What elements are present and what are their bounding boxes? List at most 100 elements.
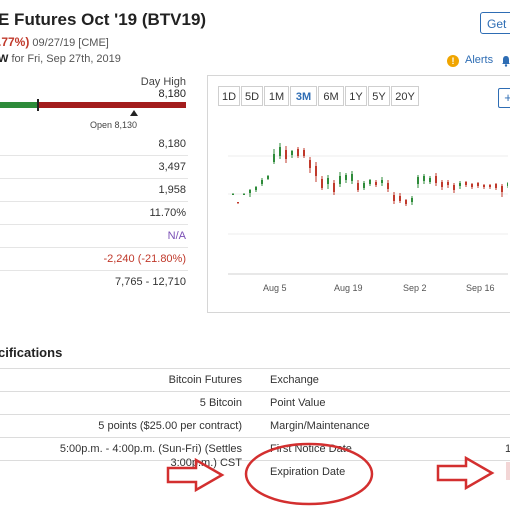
- get-quote-button[interactable]: Get R: [480, 12, 510, 34]
- open-label: Open 8,130: [90, 120, 138, 130]
- spec-value: 5 Bitcoin: [199, 397, 242, 409]
- candle-body: [273, 154, 275, 162]
- candle-body: [447, 182, 449, 185]
- range-1y-button[interactable]: 1Y: [345, 86, 367, 106]
- range-bar-low-segment: [0, 102, 38, 108]
- divider: [0, 368, 510, 369]
- x-axis-tick-label: Aug 5: [263, 283, 287, 293]
- page-title: E Futures Oct '19 (BTV19): [0, 10, 207, 29]
- candle-body: [345, 175, 347, 180]
- stat-row: -2,240 (-21.80%): [0, 248, 188, 271]
- stat-value: 1,958: [158, 184, 186, 196]
- candle-body: [309, 160, 311, 168]
- open-marker-icon: [130, 110, 138, 116]
- x-axis-tick-label: Sep 16: [466, 283, 495, 293]
- candle-body: [255, 187, 257, 190]
- spec-value: 1: [505, 443, 510, 455]
- range-1m-button[interactable]: 1M: [264, 86, 289, 106]
- stat-value: 7,765 - 12,710: [115, 276, 186, 288]
- candle-body: [351, 174, 353, 181]
- candle-body: [465, 182, 467, 185]
- spec-label: Exchange: [270, 374, 319, 386]
- spec-label: Point Value: [270, 397, 326, 409]
- range-3m-button[interactable]: 3M: [290, 86, 317, 106]
- candle-body: [483, 185, 485, 187]
- candle-body: [267, 176, 269, 179]
- candle-body: [363, 183, 365, 188]
- alerts-link[interactable]: ! Alerts: [447, 54, 493, 67]
- candle-body: [321, 179, 323, 188]
- x-axis-tick-label: Sep 2: [403, 283, 427, 293]
- warning-icon: !: [447, 55, 459, 67]
- day-high-label: Day High: [140, 76, 186, 88]
- x-axis-tick-label: Aug 19: [334, 283, 363, 293]
- view-line: W for Fri, Sep 27th, 2019: [0, 53, 121, 65]
- candle-body: [387, 183, 389, 189]
- spec-value: 5:00p.m. - 4:00p.m. (Sun-Fri) (Settles: [59, 443, 242, 455]
- candle-body: [261, 180, 263, 184]
- stat-row: 1,958: [0, 179, 188, 202]
- candle-body: [303, 150, 305, 156]
- view-prefix: W: [0, 53, 9, 65]
- day-high-value: 8,180: [158, 88, 186, 100]
- candle-body: [471, 184, 473, 187]
- highlight-ellipse: [244, 442, 374, 506]
- candle-body: [453, 185, 455, 190]
- range-6m-button[interactable]: 6M: [318, 86, 344, 106]
- candle-body: [333, 183, 335, 192]
- arrow-right-icon: [166, 457, 225, 493]
- candle-body: [249, 190, 251, 193]
- candle-body: [441, 182, 443, 187]
- stat-value: -2,240 (-21.80%): [103, 253, 186, 265]
- candle-body: [405, 200, 407, 204]
- candle-body: [279, 147, 281, 156]
- range-5y-button[interactable]: 5Y: [368, 86, 390, 106]
- candle-body: [327, 178, 329, 184]
- arrow-right-icon: [436, 455, 495, 491]
- alerts-label: Alerts: [465, 54, 494, 66]
- stat-row: 3,497: [0, 156, 188, 179]
- candle-body: [291, 151, 293, 155]
- spec-label: Expiration Date: [270, 466, 346, 478]
- range-bar-marker: [37, 99, 39, 111]
- divider: [0, 414, 510, 415]
- stat-row: 8,180: [0, 133, 188, 156]
- date-exchange: 09/27/19 [CME]: [32, 37, 109, 49]
- candle-body: [381, 180, 383, 183]
- candle-body: [369, 180, 371, 184]
- candle-body: [429, 178, 431, 182]
- candle-body: [375, 182, 377, 185]
- range-1d-button[interactable]: 1D: [218, 86, 240, 106]
- candle-body: [285, 150, 287, 159]
- candle-body: [237, 202, 239, 203]
- candle-body: [423, 176, 425, 181]
- cell-highlight: [506, 462, 510, 480]
- candle-body: [339, 176, 341, 184]
- range-20y-button[interactable]: 20Y: [391, 86, 419, 106]
- candle-body: [495, 184, 497, 188]
- divider: [0, 391, 510, 392]
- candle-body: [507, 183, 508, 186]
- price-chart: 1D 5D 1M 3M 6M 1Y 5Y 20Y + Aug 5 Aug 19 …: [207, 75, 510, 313]
- view-date: for Fri, Sep 27th, 2019: [11, 53, 121, 65]
- day-range-bar: [0, 99, 186, 111]
- bell-icon[interactable]: [500, 55, 510, 70]
- candle-body: [232, 194, 234, 195]
- candle-body: [357, 183, 359, 190]
- spec-value: Bitcoin Futures: [168, 374, 242, 386]
- spec-label: Margin/Maintenance: [270, 420, 370, 432]
- spec-value: 3:00p.m.) CST: [170, 457, 242, 469]
- stat-row: 7,765 - 12,710: [0, 271, 188, 294]
- candlestick-plot: [228, 143, 508, 275]
- quote-subline: .77%) 09/27/19 [CME]: [0, 35, 109, 49]
- candle-body: [435, 176, 437, 183]
- candle-body: [297, 149, 299, 156]
- change-percent: .77%): [0, 35, 30, 49]
- range-5d-button[interactable]: 5D: [241, 86, 263, 106]
- candle-body: [501, 186, 503, 192]
- add-indicator-button[interactable]: +: [498, 88, 510, 108]
- candle-body: [459, 183, 461, 186]
- stat-row: N/A: [0, 225, 188, 248]
- stat-value: 3,497: [158, 161, 186, 173]
- stat-value: 11.70%: [149, 207, 187, 219]
